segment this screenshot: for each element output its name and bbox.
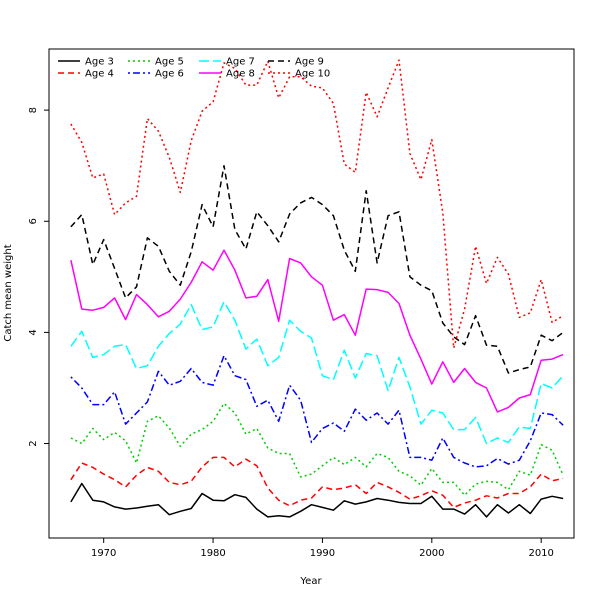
series-line-age-8 — [70, 249, 564, 413]
series-line-age-6 — [70, 354, 564, 468]
y-tick-label: 4 — [28, 329, 39, 335]
plot-series — [70, 59, 564, 518]
y-tick-label: 2 — [28, 440, 39, 446]
legend-label-age-10: Age 10 — [295, 69, 330, 80]
y-axis: 2 4 6 8 — [28, 107, 49, 447]
series-line-age-4 — [70, 456, 564, 509]
y-axis-title: Catch mean weight — [3, 244, 14, 341]
x-tick-label: 1990 — [310, 548, 335, 559]
series-line-age-3 — [70, 482, 564, 518]
legend-label-age-8: Age 8 — [226, 69, 255, 80]
legend-label-age-4: Age 4 — [85, 69, 114, 80]
legend-label-age-5: Age 5 — [155, 57, 184, 68]
x-axis-title: Year — [299, 576, 322, 587]
legend-label-age-6: Age 6 — [155, 69, 184, 80]
series-line-age-10 — [70, 59, 564, 349]
legend-label-age-9: Age 9 — [295, 57, 324, 68]
x-tick-label: 1970 — [91, 548, 116, 559]
x-tick-label: 1980 — [200, 548, 225, 559]
plot-frame — [48, 48, 575, 539]
y-tick-label: 6 — [28, 218, 39, 224]
y-tick-label: 8 — [28, 107, 39, 113]
legend-label-age-3: Age 3 — [85, 57, 114, 68]
x-axis: 1970 1980 1990 2000 2010 — [91, 538, 554, 559]
x-tick-label: 2010 — [528, 548, 553, 559]
series-line-age-5 — [70, 402, 564, 496]
legend-label-age-7: Age 7 — [226, 57, 255, 68]
series-line-age-7 — [70, 301, 564, 445]
series-line-age-9 — [70, 164, 564, 374]
x-tick-label: 2000 — [419, 548, 444, 559]
